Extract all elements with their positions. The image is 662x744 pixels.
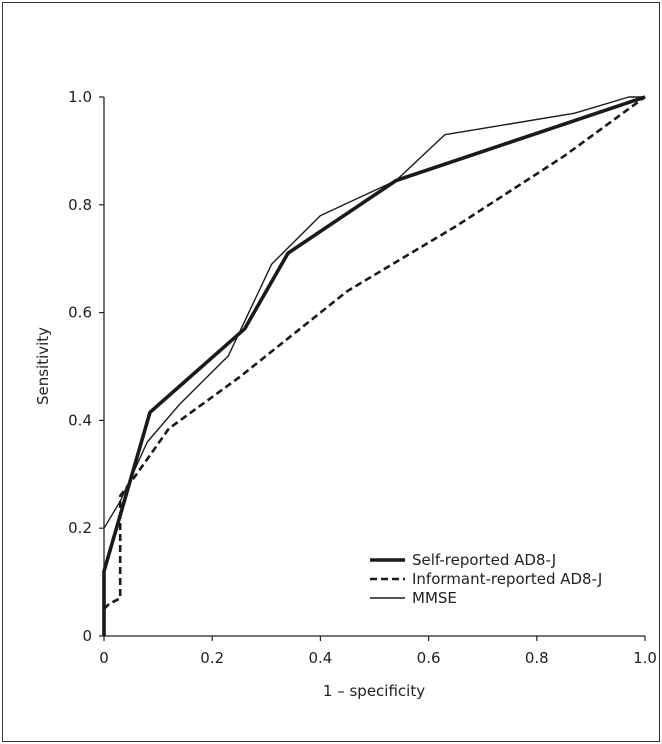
series-line-thin-solid xyxy=(103,96,645,529)
x-tick-label: 0 xyxy=(99,649,109,667)
y-tick-label: 1.0 xyxy=(68,88,92,106)
x-tick-label: 1.0 xyxy=(633,649,657,667)
y-axis-label: Sensitivity xyxy=(34,327,52,405)
x-tick-label: 0.2 xyxy=(200,649,224,667)
x-tick-label: 0.6 xyxy=(417,649,441,667)
x-tick-label: 0.8 xyxy=(525,649,549,667)
x-tick-label: 0.4 xyxy=(308,649,332,667)
y-tick-label: 0 xyxy=(82,627,92,645)
x-axis-label: 1 – specificity xyxy=(323,682,425,700)
y-tick-label: 0.2 xyxy=(68,519,92,537)
series-lines xyxy=(102,95,646,636)
legend-label: Self-reported AD8-J xyxy=(412,551,556,569)
y-tick-label: 0.4 xyxy=(68,411,92,429)
legend-label: MMSE xyxy=(412,589,457,607)
legend-label: Informant-reported AD8-J xyxy=(412,570,602,588)
series-line-thick-solid xyxy=(102,95,646,636)
series-line-dashed xyxy=(103,95,646,610)
y-tick-label: 0.8 xyxy=(68,196,92,214)
y-tick-label: 0.6 xyxy=(68,304,92,322)
axes: 0 0.2 0.4 0.6 0.8 1.0 0 0.2 0.4 0.6 0.8 1.0 xyxy=(68,88,657,667)
